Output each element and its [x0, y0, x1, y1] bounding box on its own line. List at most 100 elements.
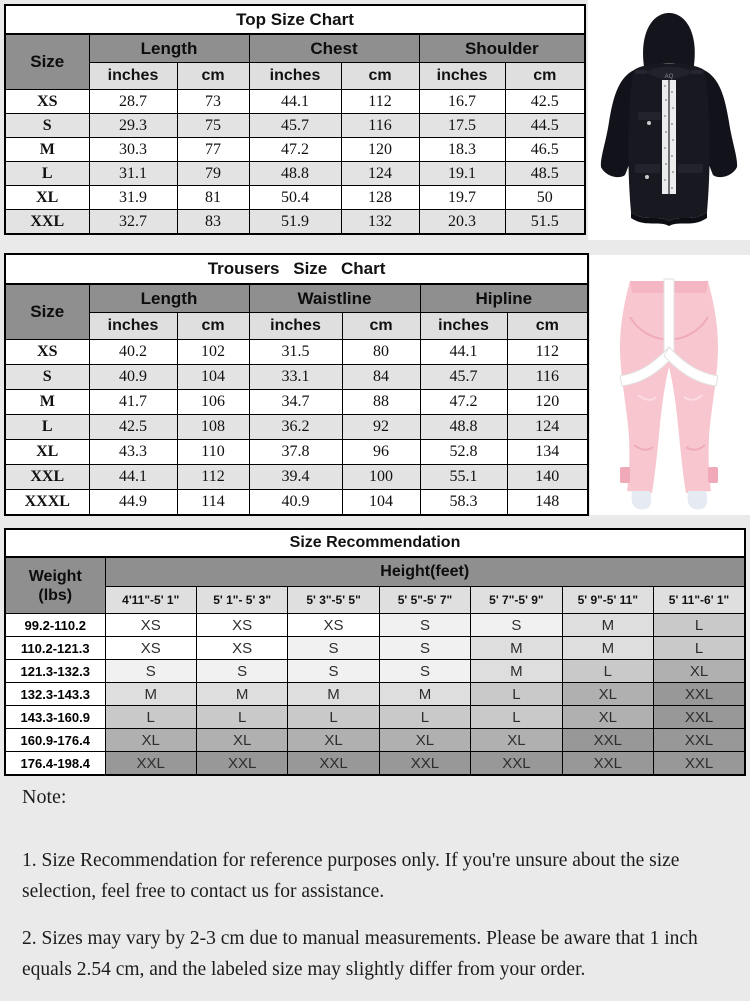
weight-header-line1: Weight [28, 567, 82, 585]
recommended-size-cell: XL [104, 728, 197, 752]
size-column-header: Size [4, 33, 90, 90]
length-group-header: Length [88, 33, 250, 63]
hipline-group-header: Hipline [419, 283, 589, 313]
measurement-cell: 36.2 [248, 414, 343, 440]
waistline-inches-header: inches [248, 312, 343, 340]
height-range-header: 5' 3"-5' 5" [287, 586, 380, 614]
recommended-size-cell: XL [653, 659, 746, 683]
measurement-cell: 112 [176, 464, 250, 490]
measurement-cell: 81 [176, 185, 250, 210]
table-row: L 31.1 79 48.8 124 19.1 48.5 [4, 161, 586, 186]
recommended-size-cell: XXL [104, 751, 197, 776]
measurement-cell: 132 [340, 209, 420, 235]
measurement-cell: 58.3 [419, 489, 508, 516]
top-size-chart-table: Top Size Chart Size Length Chest Shoulde… [4, 4, 587, 235]
measurement-cell: 104 [341, 489, 421, 516]
measurement-cell: 120 [340, 137, 420, 162]
measurement-cell: 110 [176, 439, 250, 465]
table-row: XXL 44.1 112 39.4 100 55.1 140 [4, 464, 589, 490]
weight-range-cell: 143.3-160.9 [4, 705, 106, 729]
measurement-cell: 124 [506, 414, 589, 440]
recommended-size-cell: S [378, 613, 472, 637]
height-range-header: 5' 11"-6' 1" [653, 586, 746, 614]
measurement-cell: 104 [176, 364, 250, 390]
table-row: 99.2-110.2 XS XS XS S S M L [4, 613, 746, 637]
measurement-cell: 102 [176, 339, 250, 365]
recommended-size-cell: XXL [195, 751, 289, 776]
recommendation-body: 99.2-110.2 XS XS XS S S M L 110.2-121.3 XS XS S S M M L… [4, 613, 746, 776]
recommended-size-cell: M [195, 682, 289, 706]
measurement-cell: 124 [340, 161, 420, 186]
table-row: 110.2-121.3 XS XS S S M M L [4, 636, 746, 660]
measurement-cell: 42.5 [504, 89, 586, 114]
measurement-cell: 48.8 [419, 414, 508, 440]
measurement-cell: 140 [506, 464, 589, 490]
measurement-cell: 148 [506, 489, 589, 516]
recommended-size-cell: XL [195, 728, 289, 752]
recommended-size-cell: L [561, 659, 655, 683]
measurement-cell: 17.5 [418, 113, 506, 138]
recommended-size-cell: L [470, 682, 563, 706]
table-row: 132.3-143.3 M M M M L XL XXL [4, 682, 746, 706]
row-size-label: S [4, 364, 90, 390]
height-range-header: 5' 5"-5' 7" [378, 586, 472, 614]
recommended-size-cell: XL [470, 728, 563, 752]
height-group-header: Height(feet) [104, 556, 746, 587]
recommended-size-cell: L [653, 636, 746, 660]
measurement-cell: 44.1 [88, 464, 178, 490]
hipline-cm-header: cm [506, 312, 589, 340]
shoulder-group-header: Shoulder [418, 33, 586, 63]
weight-range-cell: 99.2-110.2 [4, 613, 106, 637]
recommended-size-cell: S [378, 659, 472, 683]
row-size-label: L [4, 161, 90, 186]
shoulder-cm-header: cm [504, 62, 586, 90]
measurement-cell: 52.8 [419, 439, 508, 465]
measurement-cell: 44.1 [419, 339, 508, 365]
table-row: S 29.3 75 45.7 116 17.5 44.5 [4, 113, 586, 138]
row-size-label: XL [4, 185, 90, 210]
measurement-cell: 41.7 [88, 389, 178, 415]
measurement-cell: 40.2 [88, 339, 178, 365]
measurement-cell: 47.2 [248, 137, 342, 162]
measurement-cell: 116 [340, 113, 420, 138]
measurement-cell: 73 [176, 89, 250, 114]
measurement-cell: 44.9 [88, 489, 178, 516]
measurement-cell: 32.7 [88, 209, 178, 235]
measurement-cell: 128 [340, 185, 420, 210]
trousers-size-chart-table: Trousers Size Chart Size Length Waistlin… [4, 253, 590, 516]
recommended-size-cell: XXL [653, 751, 746, 776]
recommended-size-cell: XS [104, 636, 197, 660]
recommended-size-cell: XL [378, 728, 472, 752]
weight-range-cell: 132.3-143.3 [4, 682, 106, 706]
measurement-cell: 28.7 [88, 89, 178, 114]
measurement-cell: 43.3 [88, 439, 178, 465]
height-range-header: 4'11"-5' 1" [104, 586, 197, 614]
weight-column-header: Weight (lbs) [4, 556, 106, 614]
measurement-cell: 134 [506, 439, 589, 465]
recommended-size-cell: XS [104, 613, 197, 637]
recommended-size-cell: XXL [378, 751, 472, 776]
table-row: 176.4-198.4 XXL XXL XXL XXL XXL XXL XXL [4, 751, 746, 776]
pink-trousers-illustration [590, 255, 750, 515]
note-list: 1. Size Recommendation for reference pur… [22, 845, 730, 985]
length-group-header: Length [88, 283, 250, 313]
recommended-size-cell: XL [561, 682, 655, 706]
measurement-cell: 30.3 [88, 137, 178, 162]
measurement-cell: 96 [341, 439, 421, 465]
measurement-cell: 79 [176, 161, 250, 186]
recommended-size-cell: M [470, 659, 563, 683]
recommended-size-cell: XXL [470, 751, 563, 776]
measurement-cell: 80 [341, 339, 421, 365]
recommended-size-cell: L [653, 613, 746, 637]
measurement-cell: 42.5 [88, 414, 178, 440]
chest-group-header: Chest [248, 33, 420, 63]
recommended-size-cell: XS [287, 613, 380, 637]
measurement-cell: 83 [176, 209, 250, 235]
row-size-label: XXXL [4, 489, 90, 516]
measurement-cell: 92 [341, 414, 421, 440]
table-row: XL 43.3 110 37.8 96 52.8 134 [4, 439, 589, 465]
measurement-cell: 116 [506, 364, 589, 390]
recommended-size-cell: S [195, 659, 289, 683]
recommended-size-cell: XXL [287, 751, 380, 776]
